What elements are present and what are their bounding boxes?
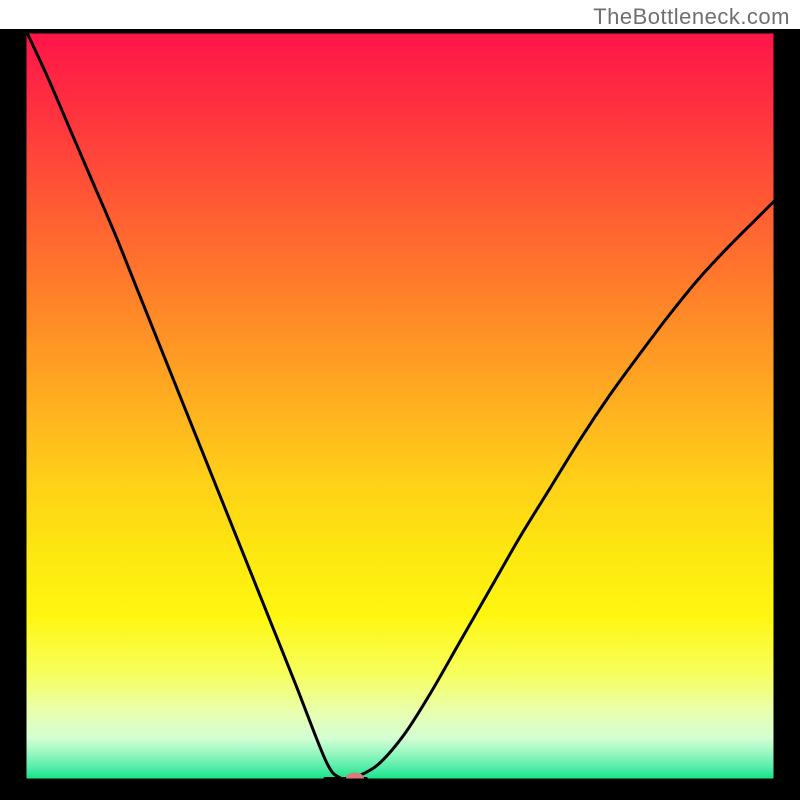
chart-stage: TheBottleneck.com [0,0,800,800]
plot-background [25,32,775,780]
bottleneck-curve-chart [0,0,800,800]
